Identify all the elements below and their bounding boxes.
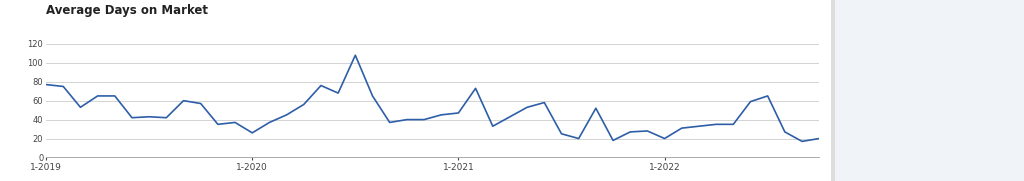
FancyBboxPatch shape	[860, 145, 1019, 163]
Text: 33 | +13.8%: 33 | +13.8%	[882, 72, 942, 83]
Polygon shape	[839, 45, 868, 72]
Text: Average Days on Market: Average Days on Market	[46, 4, 208, 17]
Text: Portsmouth: Portsmouth	[882, 33, 951, 43]
Text: OCTOBER 2022: OCTOBER 2022	[947, 13, 1018, 22]
